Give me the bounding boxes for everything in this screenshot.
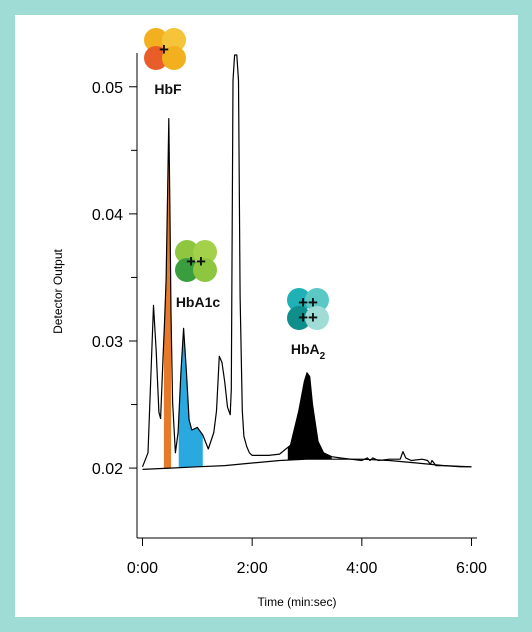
peak-label-hbf: HbF xyxy=(154,81,182,97)
peak-label-hba1c: HbA1c xyxy=(176,294,221,310)
x-tick-label: 4:00 xyxy=(346,560,377,577)
peak-fills xyxy=(163,123,332,469)
hemoglobin-icon-hbf: + xyxy=(144,28,186,70)
y-tick-label: 0.05 xyxy=(92,80,123,97)
y-ticks: 0.02 0.03 0.04 0.05 xyxy=(92,80,137,478)
subunit-circle xyxy=(193,240,217,264)
peak-fill-hba2 xyxy=(287,373,332,461)
x-tick-label: 0:00 xyxy=(127,560,158,577)
hemoglobin-icon-hba2: ++++ xyxy=(287,288,329,330)
y-tick-label: 0.02 xyxy=(92,461,123,478)
baseline-trace xyxy=(142,458,472,470)
chart-lines xyxy=(141,54,472,470)
subunit-circle xyxy=(287,306,311,330)
detector-trace xyxy=(141,54,472,468)
subunit-circle xyxy=(175,258,199,282)
peak-annotations: +HbF++HbA1c ++++HbA2 xyxy=(144,28,329,362)
y-axis-label: Detector Output xyxy=(51,248,65,333)
charge-sign: ++ xyxy=(298,293,318,312)
x-tick-label: 6:00 xyxy=(456,560,487,577)
charge-sign: ++ xyxy=(298,308,318,327)
peak-fill-hba1c xyxy=(178,330,203,468)
subunit-circle xyxy=(175,240,199,264)
subunit-circle xyxy=(144,28,168,52)
x-tick-label: 2:00 xyxy=(237,560,268,577)
subunit-circle xyxy=(287,288,311,312)
subunit-circle xyxy=(193,258,217,282)
chart-panel: 0.02 0.03 0.04 0.05 0:00 2:00 4:00 6:00 Detect… xyxy=(15,15,518,617)
peak-label-hba2: HbA2 xyxy=(291,341,326,362)
subunit-circle xyxy=(162,46,186,70)
axes xyxy=(136,53,477,539)
y-tick-label: 0.04 xyxy=(92,207,123,224)
subunit-circle xyxy=(144,46,168,70)
x-ticks: 0:00 2:00 4:00 6:00 xyxy=(127,538,487,577)
hemoglobin-icon-hba1c: ++ xyxy=(175,240,217,282)
subunit-circle xyxy=(305,306,329,330)
x-axis-label: Time (min:sec) xyxy=(258,595,337,609)
subunit-circle xyxy=(162,28,186,52)
chromatogram-chart: 0.02 0.03 0.04 0.05 0:00 2:00 4:00 6:00 Detect… xyxy=(51,28,487,609)
charge-sign: ++ xyxy=(186,252,206,271)
y-tick-label: 0.03 xyxy=(92,334,123,351)
subunit-circle xyxy=(305,288,329,312)
charge-sign: + xyxy=(159,40,169,59)
peak-fill-hbf xyxy=(163,123,171,469)
